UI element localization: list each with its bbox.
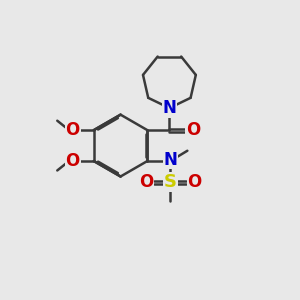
Text: S: S	[164, 173, 177, 191]
Text: O: O	[65, 152, 80, 170]
Text: N: N	[163, 99, 176, 117]
Text: N: N	[163, 98, 176, 116]
Text: O: O	[139, 173, 153, 191]
Text: O: O	[188, 173, 202, 191]
Text: O: O	[65, 121, 80, 139]
Text: O: O	[186, 121, 200, 139]
Text: N: N	[164, 151, 177, 169]
